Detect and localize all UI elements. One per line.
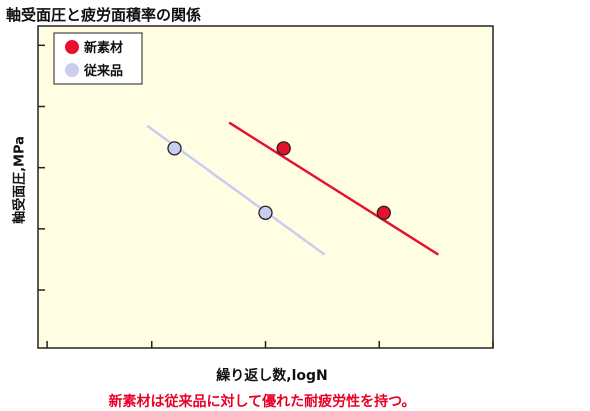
- y-axis-label: 軸受面圧,MPa: [12, 136, 28, 224]
- point-series-0-0: [276, 141, 291, 156]
- axis-ticks: [38, 44, 494, 348]
- legend-marker-new-material: [65, 40, 79, 54]
- legend-marker-conventional: [65, 63, 79, 77]
- point-series-1-1: [258, 205, 273, 220]
- legend: 新素材 従来品: [53, 32, 143, 85]
- data-points: [167, 141, 391, 220]
- legend-label-new-material: 新素材: [84, 40, 123, 56]
- x-axis-label: 繰り返し数,logN: [216, 368, 328, 384]
- legend-label-conventional: 従来品: [83, 63, 123, 79]
- point-series-1-0: [167, 141, 182, 156]
- chart-caption: 新素材は従来品に対して優れた耐疲労性を持つ。: [108, 394, 416, 410]
- chart-title: 軸受面圧と疲労面積率の関係: [6, 6, 202, 24]
- fit-line-series-0: [228, 121, 440, 256]
- point-series-0-1: [376, 205, 391, 220]
